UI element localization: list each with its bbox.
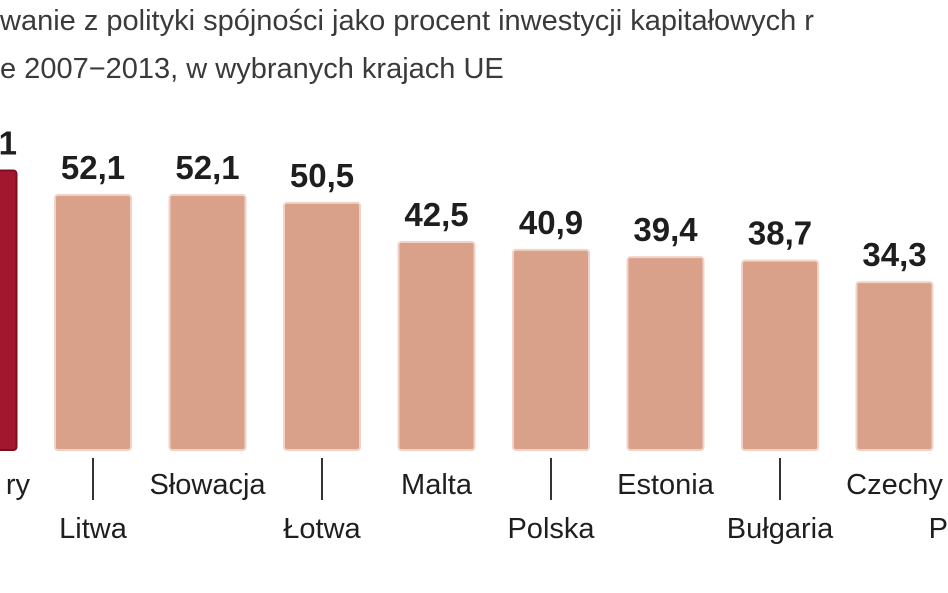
value-label: 1 [0,125,17,162]
bar [741,259,819,451]
bar [626,256,705,451]
x-tick-label: P [929,513,948,545]
bar [54,194,132,451]
value-label: 38,7 [748,215,812,252]
value-label: 39,4 [633,211,698,248]
x-tick-label: Estonia [617,469,715,501]
x-tick-label: Litwa [59,513,128,545]
chart-title: wanie z polityki spójności jako procent … [0,5,814,37]
value-label: 34,3 [862,236,926,273]
chart-subtitle: e 2007−2013, w wybranych krajach UE [0,53,504,85]
x-tick-label: Bułgaria [727,513,834,545]
x-tick-label: Czechy [846,469,943,501]
bar [512,248,590,451]
bar [283,201,361,451]
bar [0,169,18,451]
x-tick-label: Malta [401,469,473,501]
bar [168,194,247,451]
bar [397,240,476,451]
value-label: 52,1 [61,149,125,186]
x-tick-label: Łotwa [283,513,361,545]
x-tick-label: Słowacja [149,469,266,501]
value-label: 50,5 [290,157,354,194]
x-tick-label: Polska [507,513,595,545]
bar [855,281,934,451]
value-label: 40,9 [519,204,583,241]
value-label: 42,5 [404,196,468,233]
value-label: 52,1 [175,149,239,186]
x-tick-label: ry [6,469,31,501]
